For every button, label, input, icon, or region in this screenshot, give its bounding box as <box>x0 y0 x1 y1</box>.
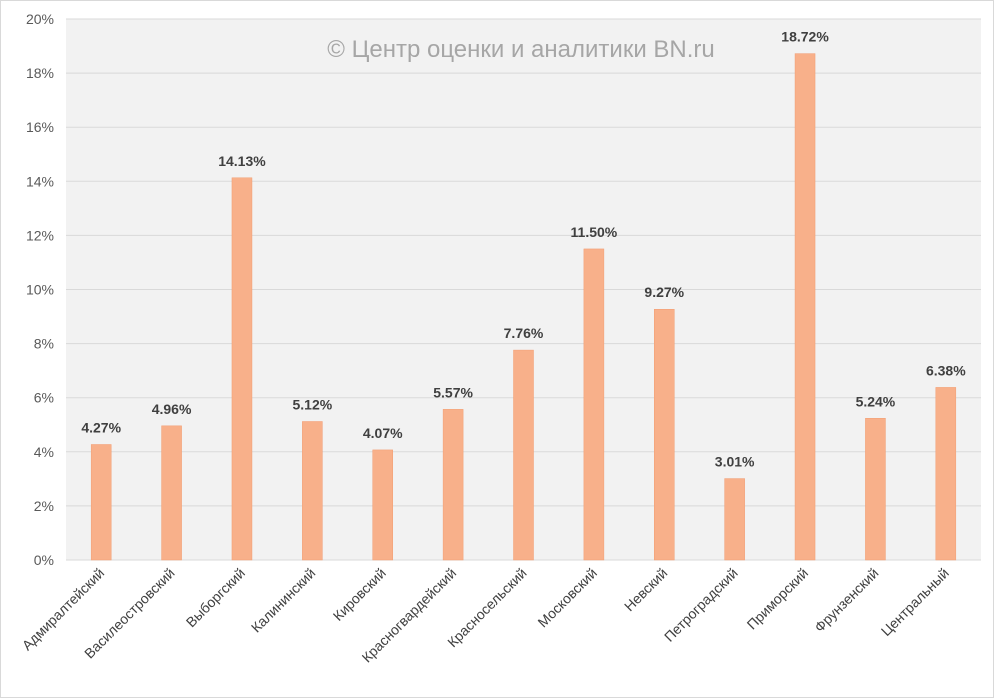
data-label: 7.76% <box>504 325 544 341</box>
bar <box>794 53 816 561</box>
x-tick-label: Петроградский <box>661 565 741 645</box>
x-tick-label: Кировский <box>330 565 389 624</box>
data-label: 5.24% <box>856 393 896 409</box>
data-label: 6.38% <box>926 362 966 378</box>
bar <box>372 449 393 561</box>
bar <box>302 421 323 561</box>
bar <box>724 478 745 561</box>
x-tick-label: Центральный <box>878 565 952 639</box>
y-tick-label: 0% <box>34 552 54 568</box>
y-tick-label: 8% <box>34 336 54 352</box>
bar <box>865 418 886 561</box>
y-tick-label: 14% <box>26 173 54 189</box>
data-label: 4.07% <box>363 425 403 441</box>
x-tick-label: Московский <box>534 565 600 631</box>
bar <box>583 248 605 561</box>
data-labels: 4.27% 4.96% 14.13% 5.12% 4.07% 5.57% 7.76% 11.5… <box>81 29 966 470</box>
bar <box>161 425 182 561</box>
data-label: 3.01% <box>715 454 755 470</box>
x-tick-label: Калининский <box>248 565 319 636</box>
data-label: 4.96% <box>152 401 192 417</box>
x-tick-label: Фрунзенский <box>811 565 881 635</box>
bar <box>654 308 675 561</box>
y-tick-label: 16% <box>26 119 54 135</box>
y-tick-label: 18% <box>26 65 54 81</box>
data-label: 5.12% <box>292 397 332 413</box>
y-tick-label: 12% <box>26 227 54 243</box>
x-tick-label: Приморский <box>744 565 812 633</box>
bar <box>90 444 112 561</box>
y-tick-label: 4% <box>34 444 54 460</box>
bars <box>90 53 957 561</box>
data-label: 9.27% <box>644 284 684 300</box>
bar <box>513 349 534 561</box>
y-tick-label: 6% <box>34 390 54 406</box>
data-label: 14.13% <box>218 153 266 169</box>
data-label: 5.57% <box>433 384 473 400</box>
watermark: © Центр оценки и аналитики BN.ru <box>327 36 714 63</box>
y-tick-label: 10% <box>26 282 54 298</box>
y-axis: 0% 2% 4% 6% 8% 10% 12% 14% 16% 18% 20% <box>26 11 54 568</box>
data-label: 18.72% <box>781 29 829 45</box>
data-label: 4.27% <box>81 419 121 435</box>
y-tick-label: 20% <box>26 11 54 27</box>
bar <box>442 409 464 561</box>
bar <box>231 177 253 561</box>
data-label: 11.50% <box>571 224 618 240</box>
x-tick-label: Выборгский <box>183 565 248 630</box>
y-tick-label: 2% <box>34 498 54 514</box>
x-tick-label: Невский <box>621 565 670 614</box>
bar <box>935 387 957 561</box>
